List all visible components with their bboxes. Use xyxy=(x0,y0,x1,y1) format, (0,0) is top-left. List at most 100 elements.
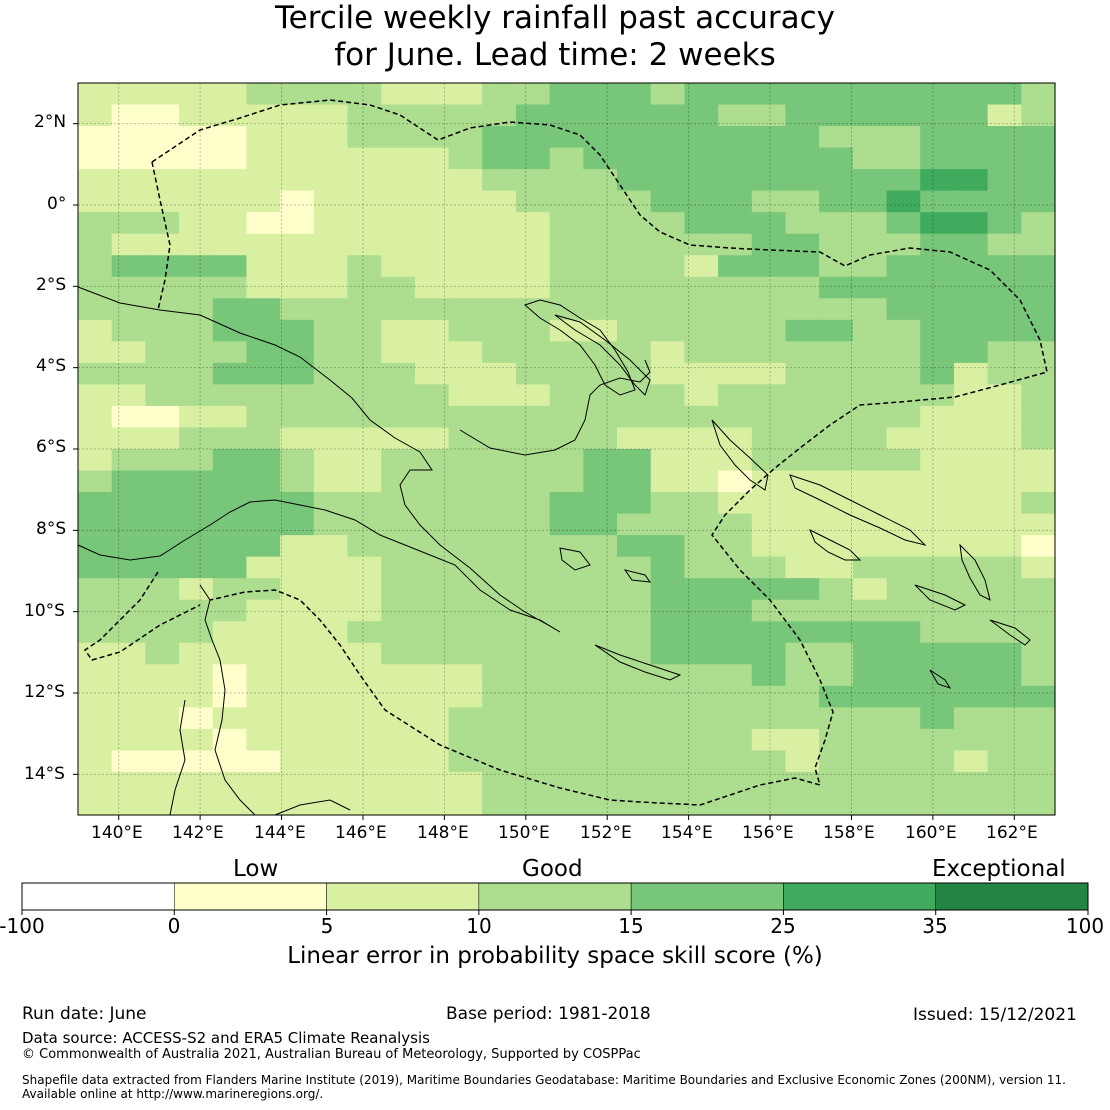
skill-cell xyxy=(987,233,1022,256)
skill-cell xyxy=(1021,104,1056,127)
skill-cell xyxy=(549,104,584,127)
skill-cell xyxy=(448,427,483,450)
skill-cell xyxy=(313,298,349,321)
skill-cell xyxy=(482,707,517,730)
skill-cell xyxy=(78,104,113,127)
skill-cell xyxy=(381,470,416,493)
skill-cell xyxy=(448,384,483,407)
skill-cell xyxy=(684,664,719,687)
skill-cell xyxy=(617,362,652,386)
skill-cell xyxy=(246,707,281,730)
skill-cell xyxy=(987,126,1022,149)
skill-cell xyxy=(886,255,921,278)
skill-cell xyxy=(886,685,921,708)
colorbar-tick: 5 xyxy=(320,914,334,938)
skill-cell xyxy=(515,578,551,601)
skill-cell xyxy=(886,298,921,321)
skill-cell xyxy=(617,384,652,407)
skill-cell xyxy=(414,255,450,278)
skill-cell xyxy=(583,664,618,687)
skill-cell xyxy=(448,599,483,622)
skill-cell xyxy=(246,319,281,342)
skill-cell xyxy=(819,212,854,235)
skill-cell xyxy=(987,405,1022,429)
skill-cell xyxy=(482,212,517,235)
skill-cell xyxy=(617,298,652,321)
skill-cell xyxy=(920,276,955,299)
skill-cell xyxy=(1021,535,1056,558)
skill-cell xyxy=(347,233,382,256)
skill-cell xyxy=(852,513,888,536)
skill-cell xyxy=(515,233,551,256)
skill-cell xyxy=(751,298,787,321)
skill-cell xyxy=(819,513,854,536)
skill-cell xyxy=(1021,556,1056,579)
skill-cell xyxy=(819,793,854,816)
skill-cell xyxy=(515,513,551,536)
skill-cell xyxy=(650,449,686,472)
skill-cell xyxy=(650,750,686,773)
skill-cell xyxy=(179,449,214,472)
skill-cell xyxy=(650,492,686,515)
skill-cell xyxy=(111,255,146,278)
skill-cell xyxy=(920,492,955,515)
skill-cell xyxy=(886,793,921,816)
skill-cell xyxy=(819,685,854,708)
skill-cell xyxy=(111,750,146,773)
skill-cell xyxy=(852,83,888,106)
skill-cell xyxy=(549,728,584,752)
skill-cell xyxy=(246,83,281,106)
skill-cell xyxy=(718,104,753,127)
eez-aus-west xyxy=(83,571,201,661)
skill-cell xyxy=(920,685,955,708)
skill-cell xyxy=(414,83,450,106)
skill-cell xyxy=(684,449,719,472)
skill-cell xyxy=(583,83,618,106)
skill-cell xyxy=(987,190,1022,213)
skill-cell xyxy=(987,750,1022,773)
skill-cell xyxy=(482,276,517,299)
skill-cell xyxy=(650,169,686,192)
skill-cell xyxy=(414,750,450,773)
colorbar-tick: 15 xyxy=(618,914,644,938)
skill-cell xyxy=(718,276,753,299)
skill-cell xyxy=(448,126,483,149)
skill-cell xyxy=(684,298,719,321)
skill-cell xyxy=(886,405,921,429)
skill-cell xyxy=(280,556,315,579)
skill-cell xyxy=(515,449,551,472)
skill-cell xyxy=(751,642,787,665)
skill-cell xyxy=(313,384,349,407)
skill-cell xyxy=(953,319,989,342)
skill-cell xyxy=(212,578,248,601)
skill-cell xyxy=(583,771,618,795)
skill-cell xyxy=(482,126,517,149)
skill-cell xyxy=(617,405,652,429)
skill-cell xyxy=(313,341,349,364)
skill-cell xyxy=(987,147,1022,170)
skill-cell xyxy=(381,771,416,795)
skill-cell xyxy=(583,212,618,235)
skill-cell xyxy=(852,384,888,407)
skill-cell xyxy=(280,771,315,795)
skill-cell xyxy=(852,535,888,558)
skill-cell xyxy=(953,707,989,730)
skill-cell xyxy=(920,535,955,558)
category-low: Low xyxy=(233,856,279,882)
skill-cell xyxy=(650,771,686,795)
lat-label: 2°S xyxy=(36,275,67,295)
skill-cell xyxy=(684,685,719,708)
skill-grid xyxy=(78,83,1056,816)
lon-label: 156°E xyxy=(742,823,794,843)
skill-cell xyxy=(78,405,113,429)
skill-cell xyxy=(448,492,483,515)
skill-cell xyxy=(650,793,686,816)
colorbar-tick: 0 xyxy=(167,914,181,938)
skill-cell xyxy=(212,298,248,321)
skill-cell xyxy=(886,599,921,622)
skill-cell xyxy=(212,599,248,622)
skill-cell xyxy=(886,578,921,601)
skill-cell xyxy=(381,255,416,278)
coastlines xyxy=(77,286,1031,816)
skill-cell xyxy=(448,362,483,386)
